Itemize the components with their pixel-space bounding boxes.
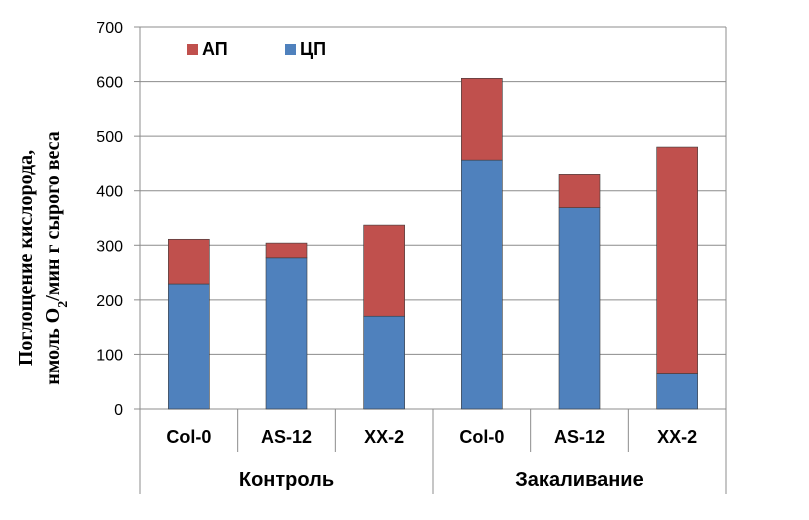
category-label: AS-12	[261, 427, 312, 447]
bar-segment	[656, 146, 698, 374]
bar-segment	[656, 373, 698, 410]
legend-label: ЦП	[300, 39, 326, 59]
category-label: Col-0	[459, 427, 504, 447]
category-label: AS-12	[554, 427, 605, 447]
y-tick-label: 100	[96, 347, 123, 364]
y-tick-label: 400	[96, 184, 123, 201]
bar-segment	[558, 174, 601, 208]
category-label: XX-2	[364, 427, 404, 447]
bar-segment	[363, 315, 405, 410]
y-axis-label-line2: нмоль O2/мин г сырого веса	[42, 131, 71, 385]
category-label: Col-0	[166, 427, 211, 447]
y-tick-label: 300	[96, 238, 123, 255]
y-axis-label: Поглощение кислорода, нмоль O2/мин г сыр…	[15, 131, 71, 385]
bar-segment	[363, 224, 405, 317]
y-tick-label: 200	[96, 293, 123, 310]
group-labels: Контроль Закаливание	[239, 469, 644, 491]
gridlines	[134, 26, 727, 494]
legend-label: АП	[202, 39, 228, 59]
group-label: Закаливание	[515, 469, 643, 491]
bar-segment	[168, 238, 210, 285]
y-tick-label: 500	[96, 129, 123, 146]
bar-segment	[558, 207, 601, 410]
bar-segment	[168, 283, 210, 410]
legend-swatch	[285, 44, 296, 55]
y-axis-label-line1: Поглощение кислорода,	[15, 150, 37, 366]
legend-swatch	[187, 44, 198, 55]
bar-segment	[461, 159, 503, 410]
y-tick-label: 700	[96, 20, 123, 37]
bar-segment	[265, 242, 308, 259]
y-tick-label: 0	[114, 402, 123, 419]
y-tick-label: 600	[96, 75, 123, 92]
bar-segment	[265, 257, 308, 410]
bar-segment	[461, 77, 503, 161]
group-label: Контроль	[239, 469, 334, 491]
y-axis-ticks: 0 100 200 300 400 500 600 700	[96, 20, 123, 419]
legend: АП ЦП	[187, 39, 326, 59]
category-label: XX-2	[657, 427, 697, 447]
category-labels: Col-0 AS-12 XX-2 Col-0 AS-12 XX-2	[166, 427, 697, 447]
bars	[168, 77, 698, 410]
